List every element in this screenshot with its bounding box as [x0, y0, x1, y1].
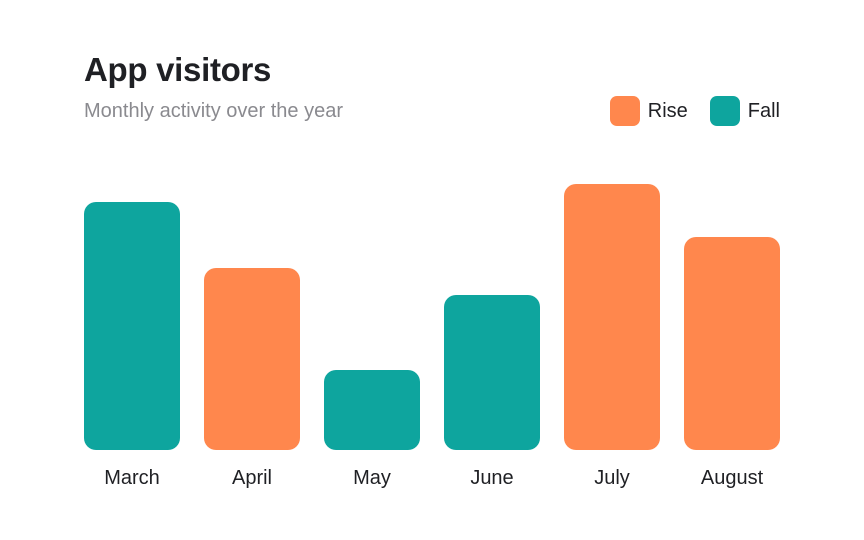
category-label-april: April	[232, 467, 272, 489]
category-label-august: August	[701, 467, 764, 489]
legend-item-fall: Fall	[709, 96, 780, 126]
legend: Rise Fall	[609, 96, 780, 126]
category-label-march: March	[104, 467, 160, 489]
bar-july	[564, 184, 660, 450]
bar-august	[684, 237, 780, 450]
bar-march	[84, 202, 180, 450]
chart-title: App visitors	[84, 51, 272, 88]
bar-may	[324, 370, 420, 450]
legend-swatch-rise	[609, 96, 640, 126]
category-label-june: June	[470, 467, 513, 489]
category-label-may: May	[353, 467, 391, 489]
legend-swatch-fall	[709, 96, 740, 126]
chart-subtitle: Monthly activity over the year	[84, 100, 343, 122]
bar-june	[444, 295, 540, 450]
bar-april	[204, 268, 300, 450]
legend-item-rise: Rise	[609, 96, 688, 126]
category-label-july: July	[594, 467, 630, 489]
legend-label-rise: Rise	[647, 100, 688, 122]
legend-label-fall: Fall	[747, 100, 780, 122]
